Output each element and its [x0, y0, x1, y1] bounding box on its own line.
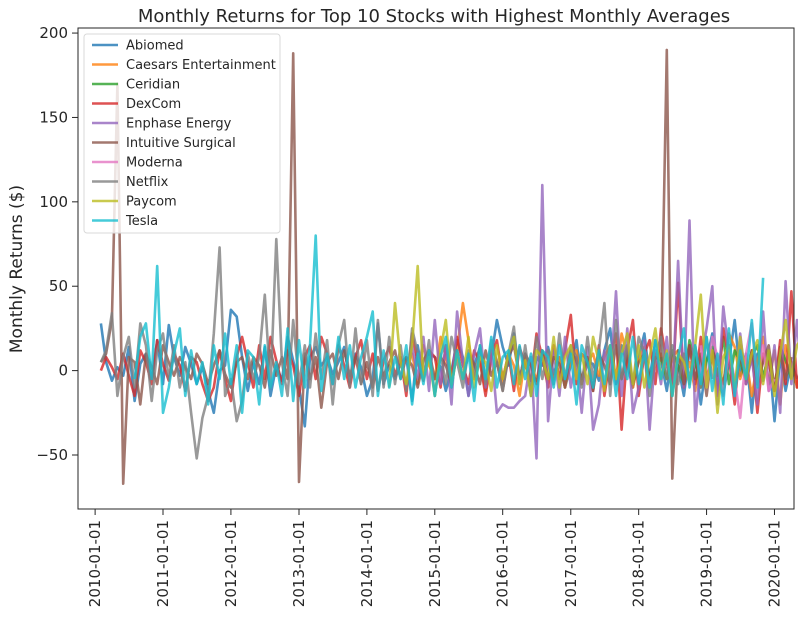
- legend-box: [83, 33, 281, 234]
- y-tick-label-4: 150: [39, 108, 68, 126]
- series-layer: [99, 48, 798, 486]
- legend-label-8: Paycom: [126, 195, 177, 210]
- legend: Abiomed Caesars Entertainment Ceridian DexC…: [83, 33, 281, 234]
- x-tick-label-0: 2010-01-01: [86, 520, 104, 607]
- y-tick-label-1: 0: [58, 362, 68, 380]
- x-tick-label-4: 2014-01-01: [358, 520, 376, 607]
- legend-label-4: Enphase Energy: [126, 117, 232, 132]
- y-tick-label-5: 200: [39, 24, 68, 42]
- legend-label-2: Ceridian: [126, 78, 180, 93]
- legend-label-7: Netflix: [126, 175, 169, 190]
- legend-label-6: Moderna: [126, 156, 183, 171]
- y-axis-label: Monthly Returns ($): [7, 185, 27, 353]
- y-axis: −50 0 50 100 150 200: [36, 24, 78, 464]
- y-tick-label-0: −50: [36, 446, 68, 464]
- legend-label-0: Abiomed: [126, 39, 184, 54]
- x-tick-label-2: 2012-01-01: [222, 520, 240, 607]
- legend-label-3: DexCom: [126, 97, 181, 112]
- y-tick-label-2: 50: [49, 277, 68, 295]
- series-line-6: [699, 322, 776, 420]
- series-line-7: [99, 237, 714, 460]
- series-line-9: [133, 234, 765, 415]
- x-tick-label-10: 2020-01-01: [766, 520, 784, 607]
- x-axis: 2010-01-01 2011-01-01 2012-01-01 2013-01-01…: [86, 509, 784, 607]
- x-tick-label-8: 2018-01-01: [630, 520, 648, 607]
- x-tick-label-1: 2011-01-01: [154, 520, 172, 607]
- chart-title: Monthly Returns for Top 10 Stocks with H…: [138, 6, 730, 27]
- x-tick-label-5: 2015-01-01: [426, 520, 444, 607]
- x-tick-label-9: 2019-01-01: [698, 520, 716, 607]
- x-tick-label-3: 2013-01-01: [290, 520, 308, 607]
- x-tick-label-7: 2017-01-01: [562, 520, 580, 607]
- x-tick-label-6: 2016-01-01: [494, 520, 512, 607]
- legend-label-5: Intuitive Surgical: [126, 136, 236, 151]
- legend-label-9: Tesla: [125, 214, 158, 229]
- plot-frame: [77, 27, 795, 510]
- legend-label-1: Caesars Entertainment: [126, 58, 276, 73]
- y-tick-label-3: 100: [39, 193, 68, 211]
